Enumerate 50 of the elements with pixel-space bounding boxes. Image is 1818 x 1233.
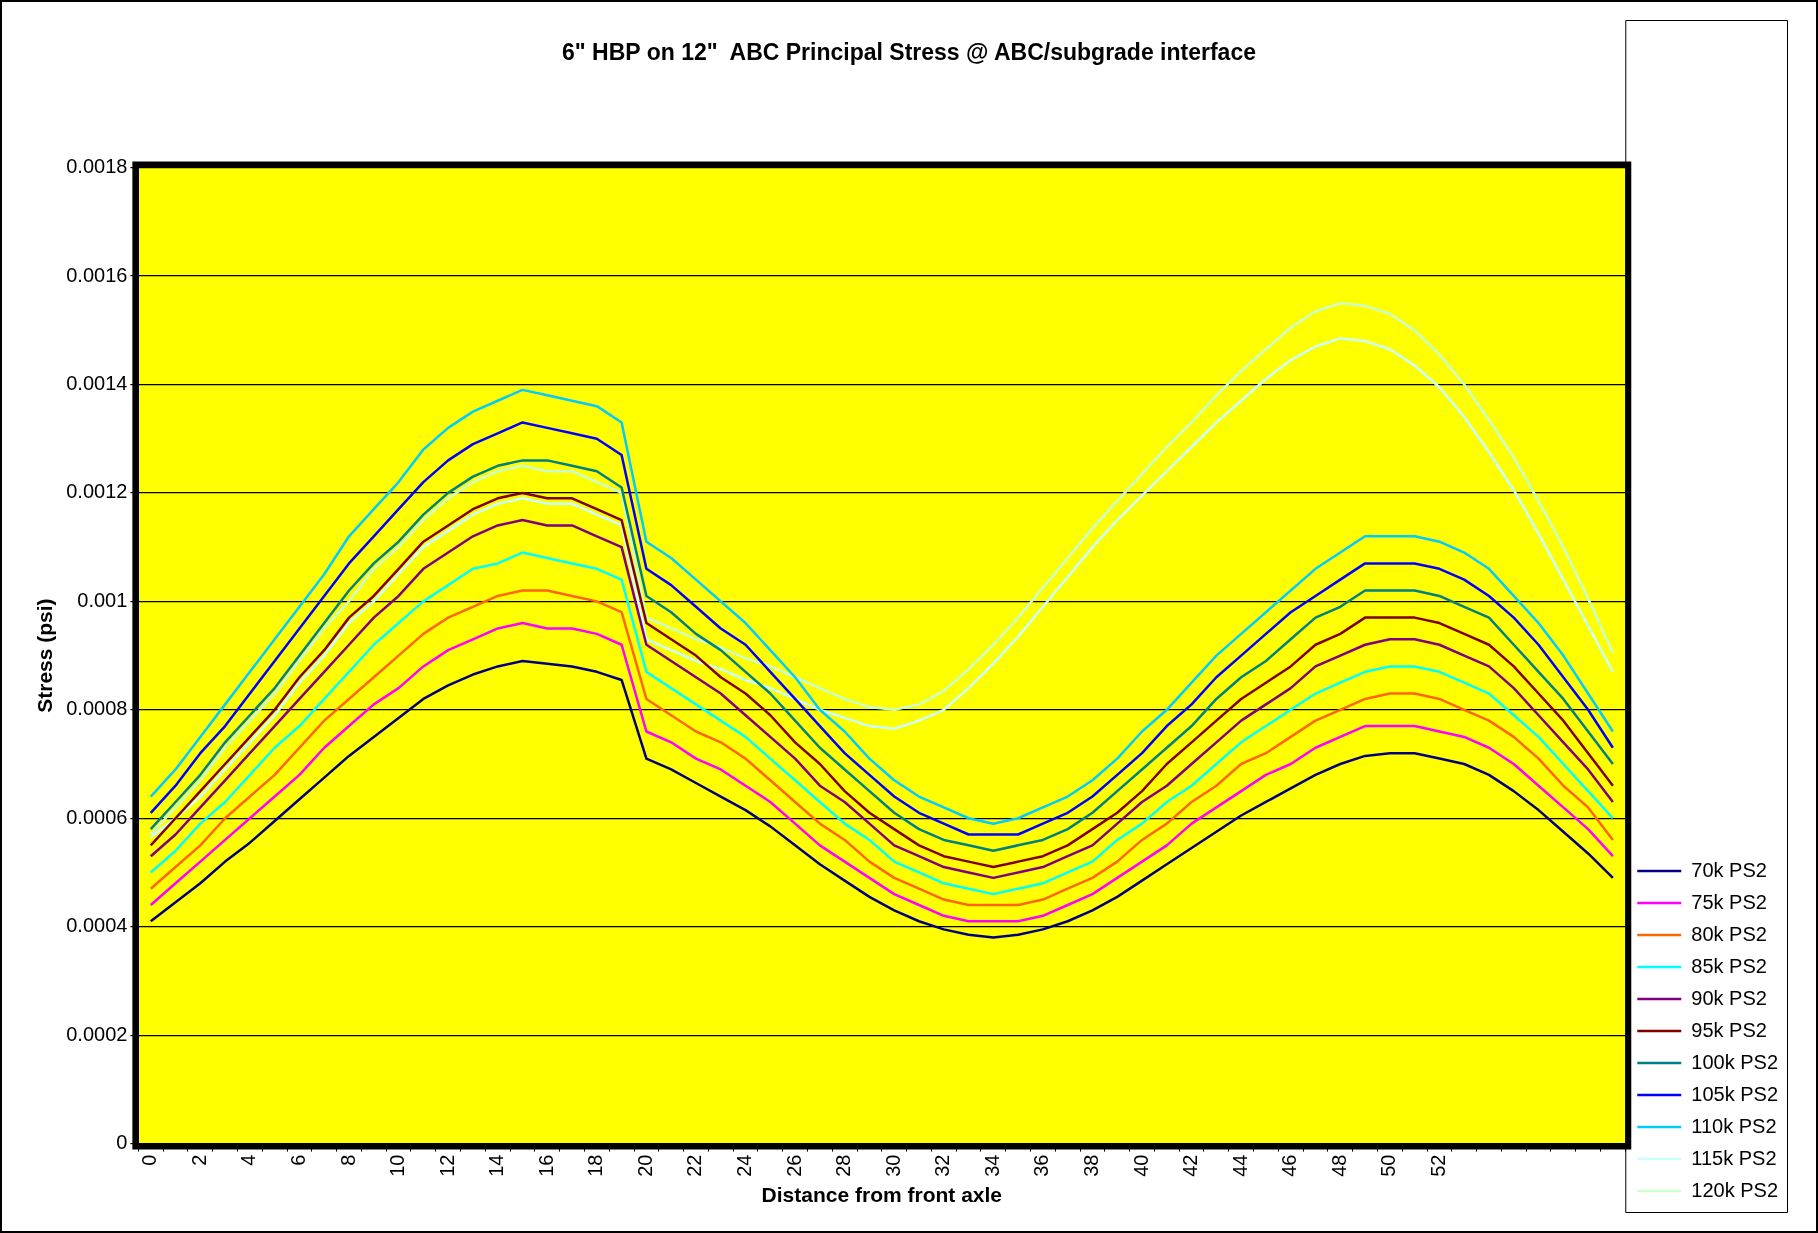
legend-label: 120k PS2: [1691, 1178, 1779, 1201]
x-tick-label: 30: [881, 1154, 904, 1177]
x-tick-label: 22: [683, 1154, 706, 1177]
x-tick-label: 26: [782, 1154, 805, 1177]
legend-label: 115k PS2: [1691, 1146, 1777, 1169]
x-tick-label: 12: [435, 1154, 458, 1177]
y-tick-label: 0.0014: [66, 371, 128, 394]
legend-label: 80k PS2: [1691, 922, 1767, 945]
x-tick-label: 36: [1030, 1154, 1053, 1177]
legend-label: 90k PS2: [1691, 986, 1767, 1009]
x-tick-label: 20: [633, 1154, 656, 1177]
x-tick-label: 32: [931, 1154, 954, 1177]
x-tick-label: 28: [832, 1154, 855, 1177]
chart-title: 6" HBP on 12" ABC Principal Stress @ ABC/subgrade interface: [562, 39, 1256, 66]
y-tick-label: 0.001: [77, 588, 128, 611]
y-tick-label: 0.0004: [66, 914, 128, 937]
legend-label: 75k PS2: [1691, 890, 1767, 913]
y-tick-label: 0.0018: [66, 155, 128, 178]
legend-label: 100k PS2: [1691, 1050, 1779, 1073]
y-tick-label: 0.0002: [66, 1022, 128, 1045]
y-tick-label: 0.0016: [66, 263, 128, 286]
x-tick-label: 2: [187, 1154, 210, 1166]
x-tick-label: 6: [286, 1154, 309, 1166]
x-tick-label: 42: [1179, 1154, 1202, 1177]
legend-label: 105k PS2: [1691, 1082, 1779, 1105]
y-tick-label: 0.0012: [66, 480, 128, 503]
x-tick-label: 8: [336, 1154, 359, 1166]
x-tick-label: 18: [584, 1154, 607, 1177]
legend-label: 85k PS2: [1691, 954, 1767, 977]
x-tick-label: 10: [386, 1154, 409, 1177]
x-axis-title: Distance from front axle: [761, 1183, 1003, 1207]
x-tick-label: 34: [980, 1154, 1003, 1177]
x-tick-label: 52: [1426, 1154, 1449, 1177]
y-axis-title: Stress (psi): [33, 598, 57, 713]
legend-label: 70k PS2: [1691, 858, 1767, 881]
legend-label: 110k PS2: [1691, 1114, 1777, 1137]
x-tick-label: 44: [1228, 1154, 1251, 1177]
x-tick-label: 38: [1079, 1154, 1102, 1177]
x-tick-label: 16: [534, 1154, 557, 1177]
y-tick-label: 0.0006: [66, 805, 128, 828]
x-tick-label: 50: [1377, 1154, 1400, 1177]
x-tick-label: 14: [485, 1154, 508, 1177]
x-tick-label: 0: [138, 1154, 161, 1166]
x-tick-label: 4: [237, 1154, 260, 1166]
x-tick-label: 40: [1129, 1154, 1152, 1177]
legend-label: 95k PS2: [1691, 1018, 1767, 1041]
x-tick-label: 48: [1327, 1154, 1350, 1177]
x-tick-label: 46: [1278, 1154, 1301, 1177]
x-tick-label: 24: [733, 1154, 756, 1177]
y-tick-label: 0.0008: [66, 697, 128, 720]
